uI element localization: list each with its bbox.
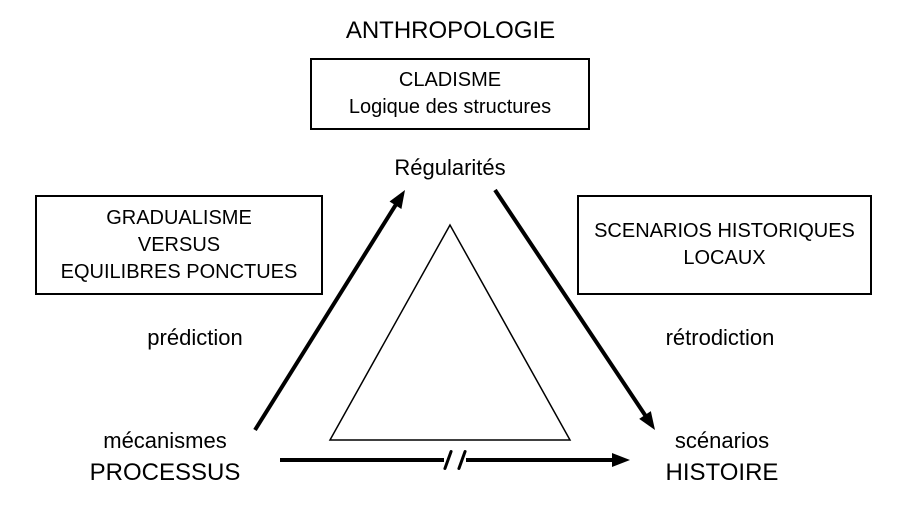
box-scenarios-line1: SCENARIOS HISTORIQUES xyxy=(594,218,855,245)
box-scenarios-historiques: SCENARIOS HISTORIQUES LOCAUX xyxy=(577,195,872,295)
box-scenarios-line2: LOCAUX xyxy=(683,245,765,272)
box-cladisme-line2: Logique des structures xyxy=(349,94,551,121)
box-gradualisme-line3: EQUILIBRES PONCTUES xyxy=(61,259,298,286)
box-cladisme-line1: CLADISME xyxy=(399,67,501,94)
label-mecanismes: mécanismes xyxy=(0,427,365,455)
box-gradualisme-line2: VERSUS xyxy=(138,232,220,259)
label-retrodiction: rétrodiction xyxy=(520,324,901,352)
label-prediction: prédiction xyxy=(0,324,395,352)
box-gradualisme-line1: GRADUALISME xyxy=(106,205,252,232)
label-histoire: HISTOIRE xyxy=(522,458,901,488)
diagram-title: ANTHROPOLOGIE xyxy=(0,16,901,46)
box-gradualisme: GRADUALISME VERSUS EQUILIBRES PONCTUES xyxy=(35,195,323,295)
label-scenarios: scénarios xyxy=(522,427,901,455)
label-regularites: Régularités xyxy=(250,154,650,182)
label-processus: PROCESSUS xyxy=(0,458,365,488)
box-cladisme: CLADISME Logique des structures xyxy=(310,58,590,130)
